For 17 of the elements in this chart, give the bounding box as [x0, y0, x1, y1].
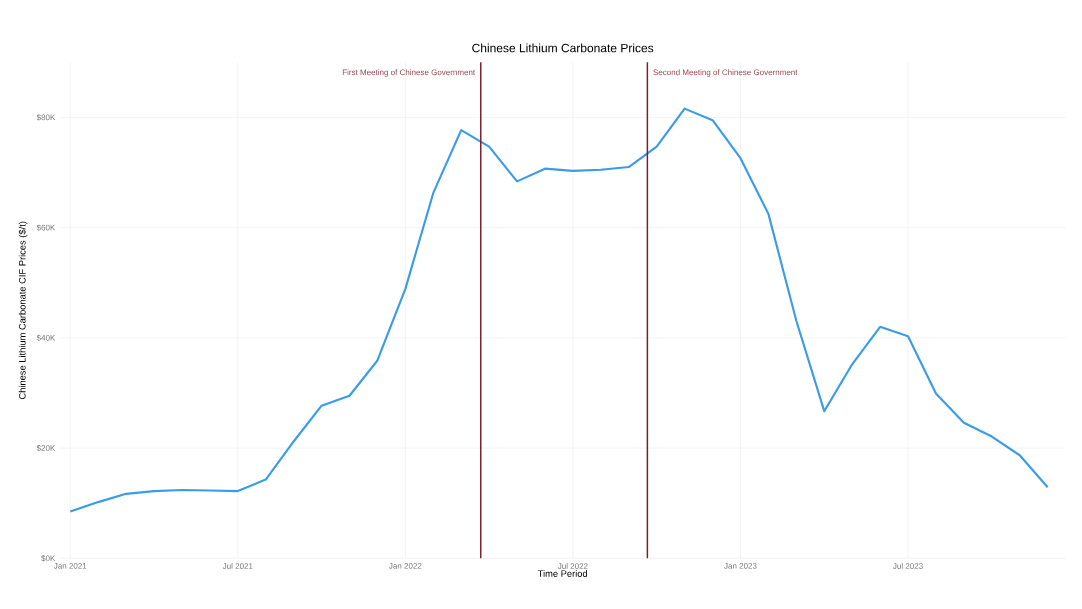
y-tick-label: $20K [36, 444, 56, 452]
ref-line-label: First Meeting of Chinese Government [342, 69, 476, 77]
y-tick-label: $40K [36, 334, 56, 342]
y-tick-label: $0K [41, 555, 56, 562]
x-tick-label: Jul 2023 [893, 563, 923, 569]
x-tick-label: Jul 2021 [222, 563, 253, 569]
x-tick-label: Jan 2021 [53, 563, 87, 569]
line-series [69, 107, 1049, 513]
x-tick-label: Jul 2022 [557, 563, 588, 569]
chart-title: Chinese Lithium Carbonate Prices [472, 43, 654, 53]
y-axis-title: Chinese Lithium Carbonate CIF Prices ($/t) [18, 221, 28, 400]
y-tick-label: $60K [36, 224, 56, 231]
ref-line-label: Second Meeting of Chinese Government [653, 69, 798, 77]
x-tick-label: Jan 2022 [389, 563, 422, 569]
x-axis-title: Time Period [537, 570, 588, 577]
x-tick-label: Jan 2023 [724, 563, 757, 569]
y-tick-label: $80K [36, 114, 56, 121]
